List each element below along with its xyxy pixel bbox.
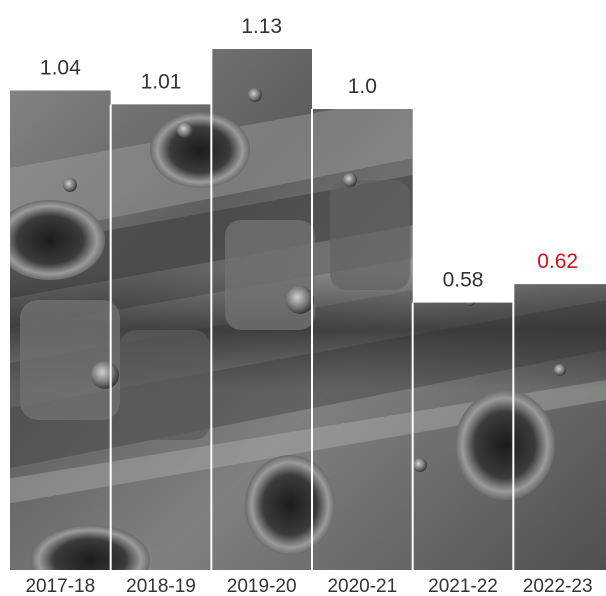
value-label-2018-19: 1.01 (141, 70, 182, 93)
value-label-2017-18: 1.04 (40, 56, 81, 79)
value-label-2021-22: 0.58 (443, 269, 484, 292)
value-labels: 1.04 1.01 1.13 1.0 0.58 0.62 (40, 15, 578, 292)
x-tick-2017-18: 2017-18 (25, 576, 95, 596)
x-tick-2020-21: 2020-21 (327, 576, 397, 596)
value-label-2020-21: 1.0 (348, 75, 377, 98)
value-label-2019-20: 1.13 (241, 15, 282, 38)
x-tick-2018-19: 2018-19 (126, 576, 196, 596)
value-label-2022-23: 0.62 (537, 250, 578, 273)
x-tick-2021-22: 2021-22 (428, 576, 498, 596)
x-tick-2022-23: 2022-23 (523, 576, 593, 596)
x-axis-tick-labels: 2017-18 2018-19 2019-20 2020-21 2021-22 2022-… (25, 576, 592, 596)
bar-dividers (109, 49, 515, 570)
x-tick-2019-20: 2019-20 (227, 576, 297, 596)
